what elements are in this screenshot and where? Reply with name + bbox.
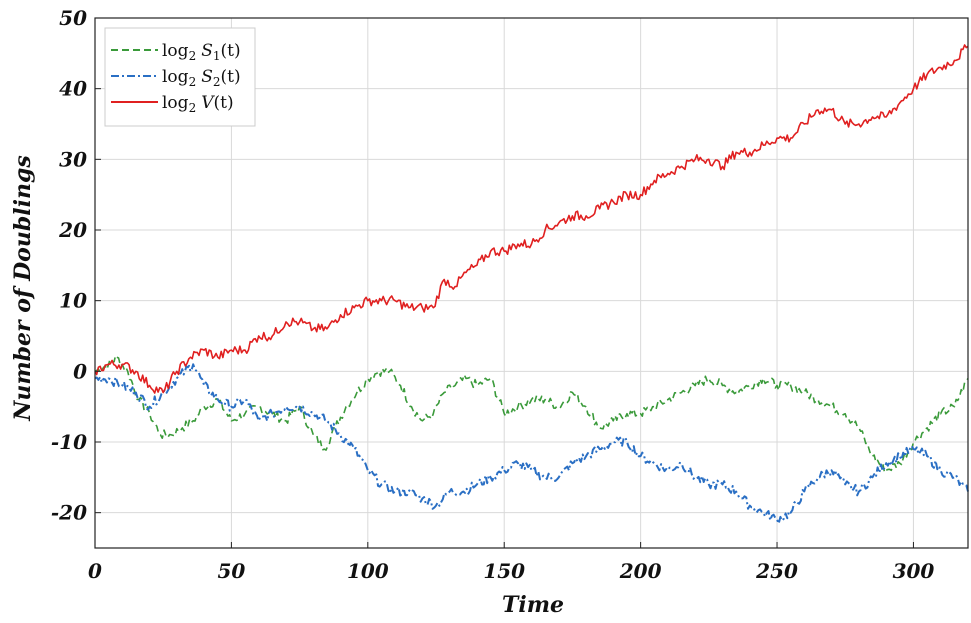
y-tick-label: 10 [59,289,87,313]
series-line-3 [94,44,969,394]
legend-argument: (t) [221,67,241,87]
legend-log: log [162,67,189,87]
y-tick-label: -20 [51,501,87,525]
x-axis-title: Time [502,592,564,618]
legend-label-1: log2 S1(t) [162,41,241,63]
y-tick-label: 0 [73,359,87,383]
y-axis-title: Number of Doublings [10,155,36,421]
x-tick-label: 0 [88,559,102,583]
x-tick-label: 50 [217,559,245,583]
x-tick-label: 150 [483,559,525,583]
y-tick-label: 50 [59,6,87,30]
legend-argument: (t) [213,93,233,113]
legend-argument: (t) [221,41,241,61]
legend-log: log [162,93,189,113]
x-tick-label: 300 [893,559,935,583]
legend: log2 S1(t)log2 S2(t)log2 V(t) [104,27,256,127]
legend-variable: S [201,41,213,61]
y-tick-label: 40 [59,77,87,101]
legend-log-base: 2 [189,101,197,115]
plot-frame [94,17,969,549]
legend-variable-sub: 2 [213,75,221,89]
y-axis: -20 -10 0 10 20 30 40 50 [51,6,101,525]
x-tick-label: 100 [347,559,389,583]
x-tick-label: 250 [755,559,798,583]
y-tick-label: -10 [51,430,87,454]
legend-label-2: log2 S2(t) [162,67,241,89]
legend-variable: V [201,93,215,113]
y-tick-label: 20 [58,218,87,242]
legend-log-base: 2 [189,49,197,63]
legend-log: log [162,41,189,61]
series-line-2 [94,363,969,525]
legend-label-3: log2 V(t) [162,93,234,115]
y-tick-label: 30 [59,147,87,171]
series-line-1 [94,354,969,474]
legend-log-base: 2 [189,75,197,89]
x-tick-label: 200 [619,559,662,583]
series-layer [94,44,969,525]
legend-variable: S [201,67,213,87]
legend-variable-sub: 1 [213,49,221,63]
x-axis: 0 50 100 150 200 250 300 [88,542,934,583]
